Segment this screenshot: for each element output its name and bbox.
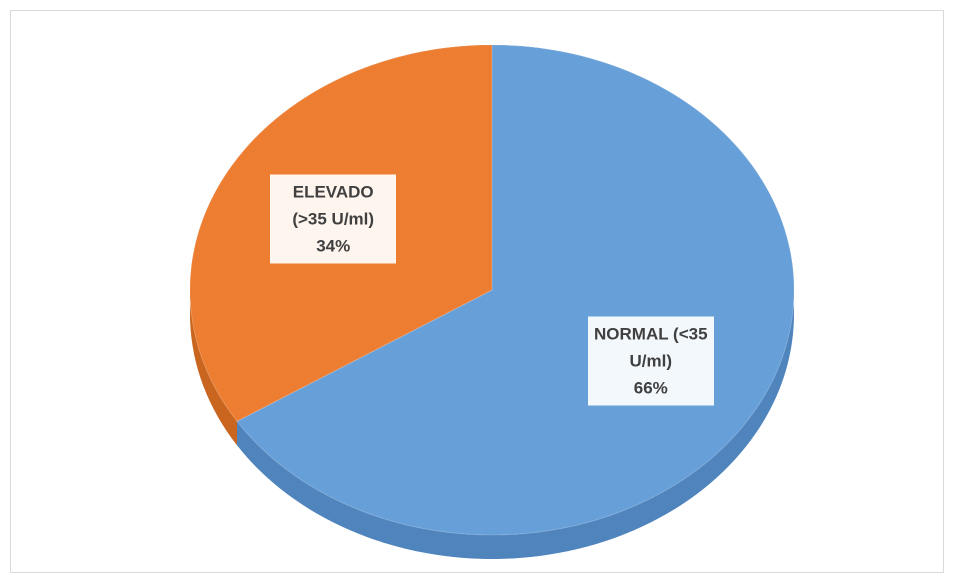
value-label: 66% — [633, 378, 668, 398]
value-label: 34% — [316, 236, 351, 256]
chart-frame — [10, 10, 944, 573]
data-label: ELEVADO (>35 U/ml) 34% — [270, 174, 397, 264]
category-label: NORMAL (<35 U/ml) — [594, 324, 713, 371]
pie-slice — [236, 44, 795, 536]
category-label: ELEVADO (>35 U/ml) — [292, 182, 384, 229]
data-label: NORMAL (<35 U/ml) 66% — [587, 316, 714, 406]
